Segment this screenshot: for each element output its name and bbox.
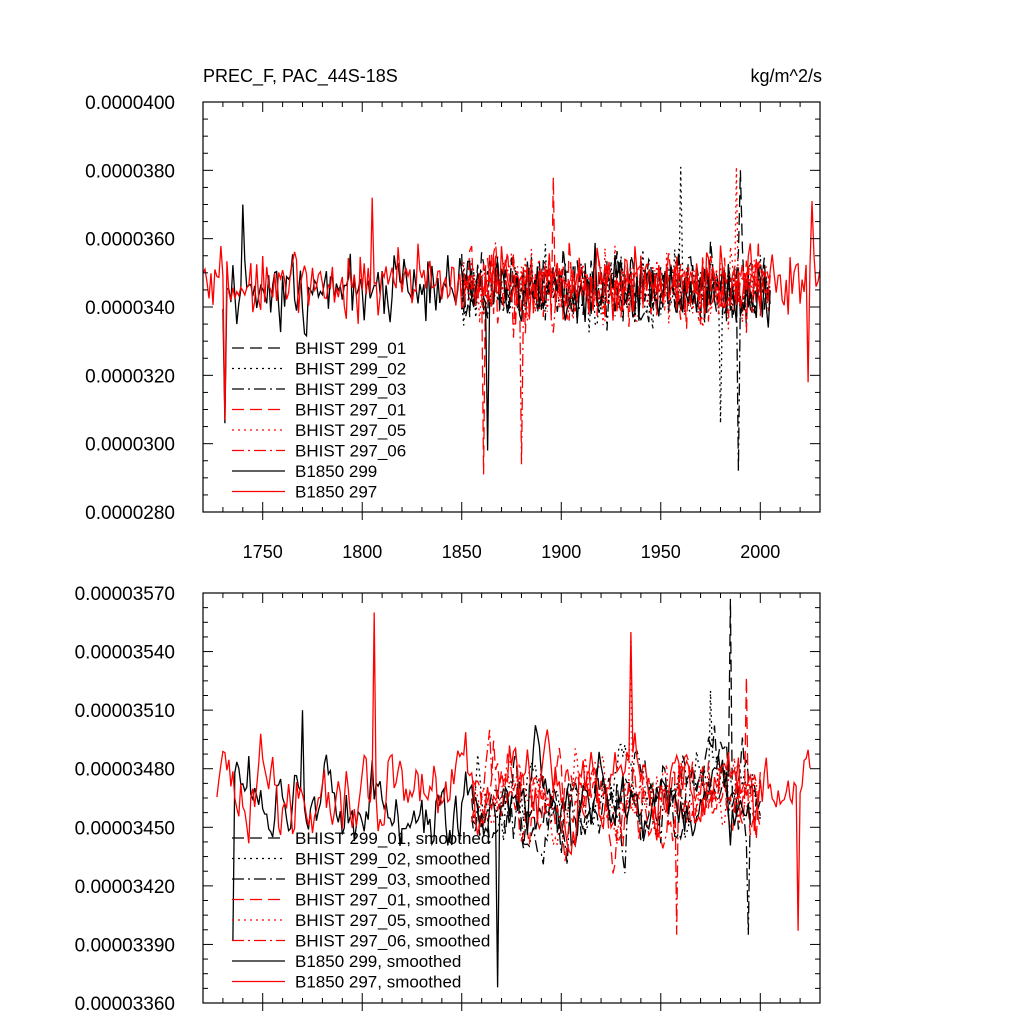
bottom-legend-label-2: BHIST 299_02, smoothed [295,850,490,869]
x-tick-label: 1750 [243,542,283,562]
bottom-legend-label-6: BHIST 297_06, smoothed [295,932,490,951]
bottom-series-line-6 [471,729,761,935]
top-legend-label-1: BHIST 299_01 [295,339,406,358]
y-tick-label: 0.0000320 [85,366,175,387]
y-tick-label: 0.00003360 [75,994,175,1015]
y-tick-label: 0.0000280 [85,503,175,524]
bottom-series-layer [216,598,811,988]
top-series-layer [202,166,821,475]
bottom-legend-label-3: BHIST 299_03, smoothed [295,870,490,889]
top-series-line-8 [202,197,821,420]
x-tick-label: 1950 [641,542,681,562]
bottom-legend-label-7: B1850 299, smoothed [295,952,461,971]
top-panel: PREC_F, PAC_44S-18S kg/m^2/s BHIST 299_0… [85,66,822,562]
y-tick-label: 0.00003450 [75,818,175,839]
y-tick-label: 0.00003510 [75,701,175,722]
bottom-series-line-4 [471,676,761,874]
y-tick-label: 0.0000300 [85,435,175,456]
y-tick-label: 0.00003390 [75,935,175,956]
bottom-series-line-2 [471,690,761,841]
top-series-line-6 [461,242,771,465]
bottom-legend: BHIST 299_01, smoothed BHIST 299_02, smoo… [232,829,490,992]
bottom-panel: BHIST 299_01, smoothed BHIST 299_02, smoo… [75,584,821,1015]
top-legend-label-4: BHIST 297_01 [295,401,406,420]
top-axes: 1750 1800 1850 1900 1950 2000 0.0000280 0.00003… [85,93,820,562]
bottom-series-line-7 [232,710,751,988]
y-tick-label: 0.0000360 [85,230,175,251]
y-tick-label: 0.00003480 [75,760,175,781]
bottom-series-line-8 [216,612,811,931]
bottom-legend-label-1: BHIST 299_01, smoothed [295,829,490,848]
y-tick-label: 0.0000380 [85,161,175,182]
x-tick-label: 1900 [541,542,581,562]
bottom-series-line-3 [471,749,761,935]
y-tick-label: 0.00003540 [75,643,175,664]
bottom-axes: 0.00003360 0.00003390 0.00003420 0.00003450… [75,584,820,1015]
top-legend-label-7: B1850 299 [295,462,377,481]
bottom-legend-label-4: BHIST 297_01, smoothed [295,891,490,910]
y-tick-label: 0.0000340 [85,298,175,319]
y-tick-label: 0.00003420 [75,877,175,898]
x-tick-label: 1800 [342,542,382,562]
x-tick-label: 2000 [740,542,780,562]
top-legend-label-6: BHIST 297_06 [295,442,406,461]
top-series-line-4 [461,177,771,475]
top-chart-title: PREC_F, PAC_44S-18S [203,66,398,87]
top-legend-label-2: BHIST 299_02 [295,360,406,379]
top-chart-units: kg/m^2/s [751,66,822,86]
bottom-legend-label-8: B1850 297, smoothed [295,973,461,992]
y-tick-label: 0.0000400 [85,93,175,114]
y-tick-label: 0.00003570 [75,584,175,605]
x-tick-label: 1850 [442,542,482,562]
top-legend-label-8: B1850 297 [295,483,377,502]
bottom-legend-label-5: BHIST 297_05, smoothed [295,911,490,930]
top-legend-label-5: BHIST 297_05 [295,421,406,440]
top-legend-label-3: BHIST 299_03 [295,380,406,399]
